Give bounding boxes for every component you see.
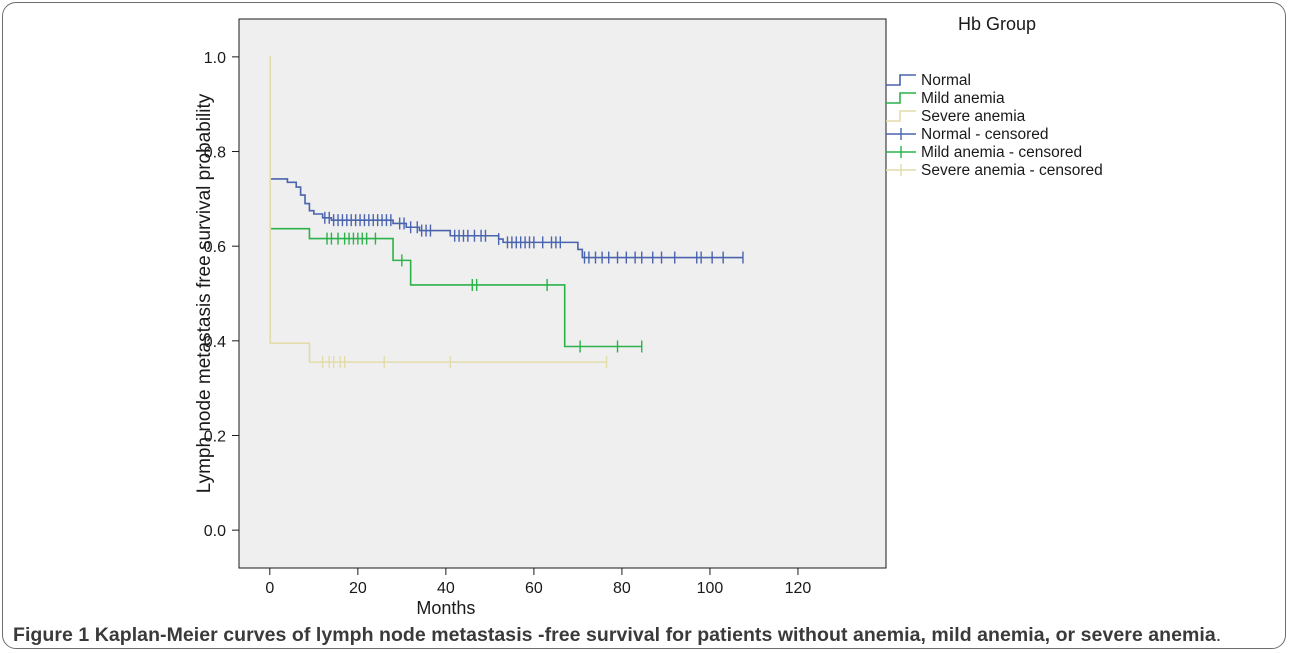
- survival-curves: [269, 56, 744, 369]
- y-axis-label: Lymph node metastasis free survival prob…: [194, 93, 215, 493]
- y-axis-ticks: 0.0 0.2 0.4 0.6 0.8 1.0: [204, 50, 239, 540]
- survival-curve-severe-anemia: [269, 56, 607, 363]
- caption-period: .: [1215, 624, 1222, 646]
- x-axis-label: Months: [416, 598, 475, 618]
- x-tick-label: 20: [349, 580, 367, 597]
- legend-swatch-step: [886, 110, 916, 122]
- legend-label: Mild anemia: [921, 90, 1005, 107]
- y-tick-label: 1.0: [204, 50, 226, 67]
- x-tick-label: 0: [265, 580, 274, 597]
- legend-label: Mild anemia - censored: [921, 144, 1082, 161]
- survival-curve-normal: [269, 178, 743, 259]
- kaplan-meier-chart: 0.0 0.2 0.4 0.6 0.8 1.0 0 20 40 60 80 100 120 Lymph…: [194, 14, 1103, 618]
- legend-label: Severe anemia - censored: [921, 162, 1103, 179]
- x-tick-label: 120: [785, 580, 812, 597]
- caption-label: Figure 1: [13, 624, 90, 646]
- x-tick-label: 60: [525, 580, 543, 597]
- y-tick-label: 0.2: [204, 428, 226, 445]
- x-tick-label: 40: [437, 580, 455, 597]
- x-tick-label: 100: [697, 580, 724, 597]
- legend-swatch-step: [886, 92, 916, 104]
- legend-label: Severe anemia: [921, 108, 1026, 125]
- plot-area: [238, 18, 887, 569]
- y-tick-label: 0.0: [204, 523, 226, 540]
- legend-label: Normal - censored: [921, 126, 1049, 143]
- legend-swatch-step: [886, 74, 916, 86]
- y-tick-label: 0.6: [204, 239, 226, 256]
- caption-text: Kaplan-Meier curves of lymph node metast…: [94, 624, 1216, 646]
- legend-title: Hb Group: [958, 14, 1036, 34]
- x-tick-label: 80: [613, 580, 631, 597]
- x-axis-ticks: 0 20 40 60 80 100 120: [265, 568, 811, 597]
- y-tick-label: 0.8: [204, 145, 226, 162]
- legend-label: Normal: [921, 72, 971, 89]
- y-tick-label: 0.4: [204, 334, 226, 351]
- figure-caption: Figure 1 Kaplan-Meier curves of lymph no…: [13, 624, 1283, 647]
